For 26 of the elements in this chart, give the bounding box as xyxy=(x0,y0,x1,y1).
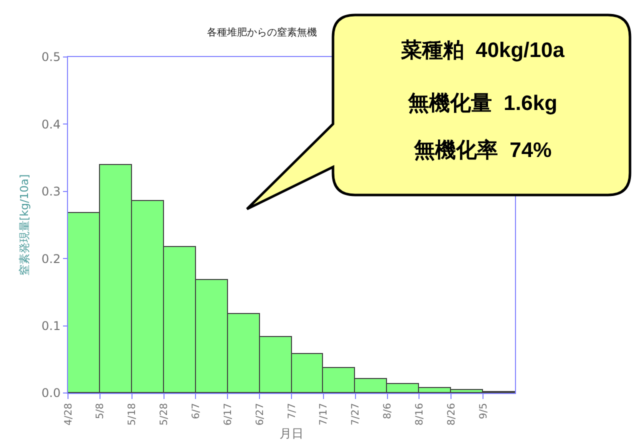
annotation: 無機化量 1.6kg xyxy=(407,92,558,115)
x-tick-label: 8/6 xyxy=(382,403,394,420)
x-tick-label: 5/8 xyxy=(95,403,106,420)
y-axis-title: 窒素発現量[kg/10a] xyxy=(18,174,32,276)
x-tick-label: 8/16 xyxy=(414,403,426,426)
x-tick-label: 6/27 xyxy=(254,403,266,426)
x-tick-label: 4/28 xyxy=(63,403,74,426)
x-tick-label: 9/5 xyxy=(478,403,490,420)
x-tick-label: 5/18 xyxy=(127,403,138,426)
x-tick-label: 7/27 xyxy=(350,403,362,426)
y-tick-label: 0.2 xyxy=(42,252,61,266)
x-tick-label: 6/17 xyxy=(222,403,234,426)
x-tick-label: 8/26 xyxy=(446,403,458,426)
x-tick-label: 7/17 xyxy=(318,403,330,426)
x-tick-label: 7/7 xyxy=(286,403,298,420)
y-tick-label: 0.5 xyxy=(42,50,61,64)
annotation: 菜種粕 40kg/10a xyxy=(400,39,565,62)
y-tick-label: 0.1 xyxy=(42,319,61,333)
x-tick-label: 6/7 xyxy=(190,403,202,420)
x-axis-title: 月日 xyxy=(280,426,304,440)
x-tick-label: 5/28 xyxy=(159,403,170,426)
chart-title: 各種堆肥からの窒素無機 xyxy=(207,26,317,38)
y-tick-label: 0.4 xyxy=(42,117,61,132)
annotation: 無機化率 74% xyxy=(413,138,552,162)
y-tick-label: 0.0 xyxy=(42,386,61,400)
y-tick-label: 0.3 xyxy=(42,184,61,199)
